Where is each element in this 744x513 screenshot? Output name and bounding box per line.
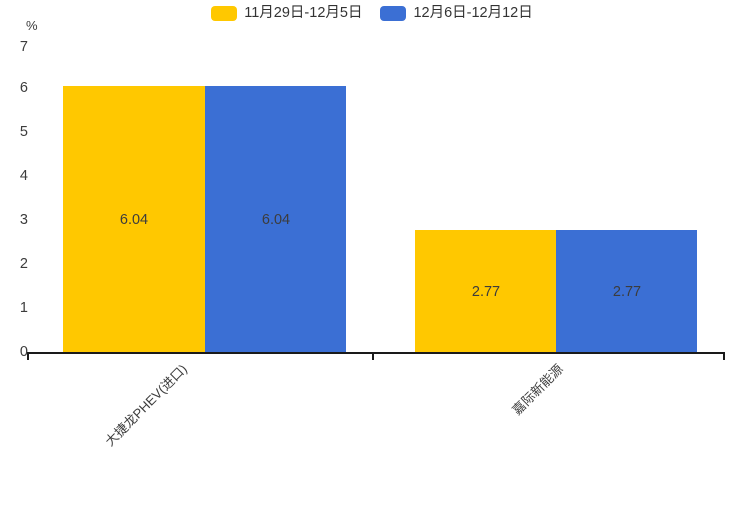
bar-value-label-group-1-series-1: 2.77 [612, 284, 642, 300]
y-tick-label-5: 5 [19, 124, 28, 140]
x-axis-tick-end [723, 352, 725, 360]
y-tick-label-1: 1 [19, 300, 28, 316]
legend-label-series-2: 12月6日-12月12日 [413, 5, 533, 22]
x-category-label-0: 大捷龙PHEV(进口) [102, 361, 190, 450]
y-tick-label-0: 0 [19, 344, 28, 360]
x-axis-tick-start [27, 352, 29, 360]
bar-value-label-group-0-series-0: 6.04 [119, 212, 149, 228]
bar-chart: 11月29日-12月5日 12月6日-12月12日 % 0 1 2 3 4 5 … [0, 6, 744, 449]
plot-area: % 0 1 2 3 4 5 6 7 6.04 6.04 2.77 2.77 大捷… [19, 18, 725, 449]
bar-group-1-series-1[interactable] [556, 230, 697, 352]
y-tick-label-7: 7 [19, 39, 28, 55]
bar-group-0-series-1[interactable] [205, 86, 346, 352]
legend-item-series-1[interactable]: 11月29日-12月5日 [211, 6, 362, 21]
y-axis-unit-label: % [26, 18, 38, 33]
bar-value-label-group-0-series-1: 6.04 [261, 212, 291, 228]
y-tick-label-3: 3 [19, 212, 28, 228]
x-axis-line [27, 352, 725, 354]
bar-value-label-group-1-series-0: 2.77 [471, 284, 501, 300]
legend-item-series-2[interactable]: 12月6日-12月12日 [380, 5, 533, 22]
legend-swatch-series-2 [380, 6, 407, 21]
x-axis-tick-middle [372, 352, 374, 360]
y-tick-label-6: 6 [19, 80, 28, 96]
bar-group-1-series-0[interactable] [415, 230, 556, 352]
x-category-label-1: 嘉际新能源 [509, 361, 566, 418]
chart-legend: 11月29日-12月5日 12月6日-12月12日 [0, 6, 744, 21]
legend-label-series-1: 11月29日-12月5日 [244, 5, 363, 22]
y-tick-label-2: 2 [19, 256, 28, 272]
bar-group-0-series-0[interactable] [63, 86, 205, 352]
y-tick-label-4: 4 [19, 168, 28, 184]
legend-swatch-series-1 [211, 6, 238, 21]
